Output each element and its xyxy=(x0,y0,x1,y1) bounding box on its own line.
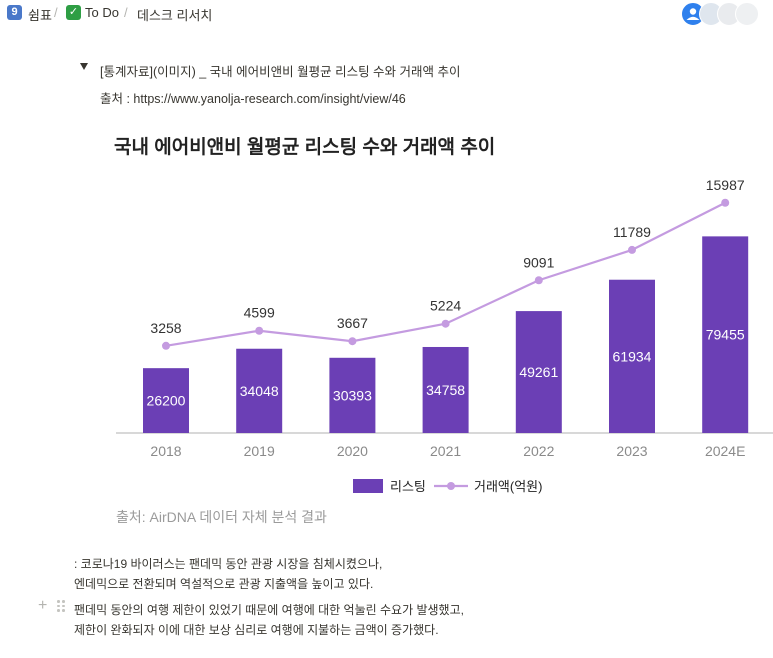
legend-swatch-listing xyxy=(353,479,383,493)
line-point xyxy=(255,326,264,335)
user-icon xyxy=(686,8,700,20)
line-value-label: 11789 xyxy=(613,224,651,240)
legend-marker-transaction xyxy=(447,482,455,490)
avatar[interactable] xyxy=(735,2,759,26)
bar-listing xyxy=(236,348,283,433)
x-tick-label: 2020 xyxy=(337,443,368,459)
paragraph-text: 팬데믹 동안의 여행 제한이 있었기 때문에 여행에 대한 억눌린 수요가 발생… xyxy=(74,603,464,617)
bar-value-label: 34758 xyxy=(426,382,465,398)
paragraph-text: 엔데믹으로 전환되며 역설적으로 관광 지출액을 높이고 있다. xyxy=(74,577,374,591)
line-value-label: 4599 xyxy=(244,305,275,321)
bar-value-label: 79455 xyxy=(706,327,745,343)
toggle-title: [통계자료](이미지) _ 국내 에어비앤비 월평균 리스팅 수와 거래액 추이 xyxy=(100,65,461,79)
source-link[interactable]: https://www.yanolja-research.com/insight… xyxy=(133,92,406,106)
breadcrumb-separator: / xyxy=(54,5,58,20)
toggle-triangle-icon[interactable] xyxy=(80,63,88,70)
line-value-label: 3258 xyxy=(150,320,181,336)
line-point xyxy=(162,341,170,350)
line-point xyxy=(348,337,357,346)
bar-value-label: 61934 xyxy=(613,348,652,364)
bar-listing xyxy=(329,357,376,433)
chart-image: 국내 에어비앤비 월평균 리스팅 수와 거래액 추이 26200 34048 303… xyxy=(112,118,773,538)
x-tick-label: 2018 xyxy=(150,443,181,459)
legend-label-transaction: 거래액(억원) xyxy=(474,479,542,494)
drag-handle-icon[interactable] xyxy=(57,600,65,612)
x-tick-label: 2019 xyxy=(244,443,275,459)
x-tick-label: 2021 xyxy=(430,443,461,459)
line-point xyxy=(441,319,450,328)
line-point xyxy=(628,245,636,254)
breadcrumb-item-desk-research[interactable]: 데스크 리서치 xyxy=(137,8,213,23)
line-value-label: 3667 xyxy=(337,315,368,331)
breadcrumb-separator: / xyxy=(124,5,128,20)
paragraph-text: : 코로나19 바이러스는 팬데믹 동안 관광 시장을 침체시켰으나, xyxy=(74,557,383,571)
breadcrumb-item-shimpyo[interactable]: 쉼표 xyxy=(28,8,52,23)
line-value-label: 9091 xyxy=(523,254,554,270)
breadcrumb-item-todo[interactable]: To Do xyxy=(85,5,119,20)
image-caption: 출처: AirDNA 데이터 자체 분석 결과 xyxy=(116,509,327,525)
line-point xyxy=(534,276,543,285)
check-mark-icon: ✓ xyxy=(66,5,81,20)
collaborator-avatars[interactable] xyxy=(681,2,759,26)
line-value-label: 5224 xyxy=(430,298,461,314)
x-tick-label: 2022 xyxy=(523,443,554,459)
bar-value-label: 34048 xyxy=(240,383,279,399)
paragraph-text: 제한이 완화되자 이에 대한 보상 심리로 여행에 지불하는 금액이 증가했다. xyxy=(74,623,439,637)
chart-title: 국내 에어비앤비 월평균 리스팅 수와 거래액 추이 xyxy=(114,136,495,158)
keycap-nine-icon: 9 xyxy=(7,5,22,20)
bar-value-label: 49261 xyxy=(519,364,558,380)
source-label: 출처 : xyxy=(100,92,134,106)
bar-listing xyxy=(422,346,469,433)
bar-value-label: 30393 xyxy=(333,387,372,403)
bar-listing xyxy=(702,236,749,433)
chart-svg: 국내 에어비앤비 월평균 리스팅 수와 거래액 추이 26200 34048 303… xyxy=(114,136,773,494)
bar-value-label: 26200 xyxy=(147,393,186,409)
topbar: 9 쉼표 / ✓ To Do / 데스크 리서치 xyxy=(0,0,773,26)
add-block-icon[interactable]: + xyxy=(38,597,48,614)
line-value-label: 15987 xyxy=(706,177,745,193)
x-tick-label: 2023 xyxy=(616,443,647,459)
source-line: 출처 : https://www.yanolja-research.com/in… xyxy=(100,88,406,107)
bar-listing xyxy=(515,311,562,433)
line-point xyxy=(721,198,730,207)
legend-label-listing: 리스팅 xyxy=(390,479,426,494)
bar-listing xyxy=(609,279,655,433)
bar-listing xyxy=(143,368,189,433)
x-tick-label: 2024E xyxy=(705,443,745,459)
